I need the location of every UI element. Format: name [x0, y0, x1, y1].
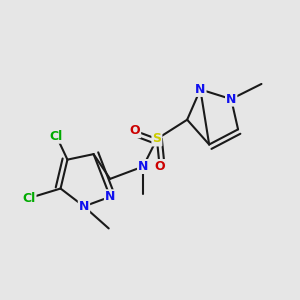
Text: N: N	[105, 190, 115, 203]
Text: S: S	[152, 133, 161, 146]
Text: N: N	[79, 200, 89, 213]
Text: N: N	[138, 160, 148, 173]
Text: Cl: Cl	[50, 130, 63, 143]
Text: N: N	[226, 93, 236, 106]
Text: N: N	[195, 83, 206, 96]
Text: O: O	[130, 124, 140, 137]
Text: Cl: Cl	[22, 192, 35, 205]
Text: O: O	[154, 160, 165, 173]
